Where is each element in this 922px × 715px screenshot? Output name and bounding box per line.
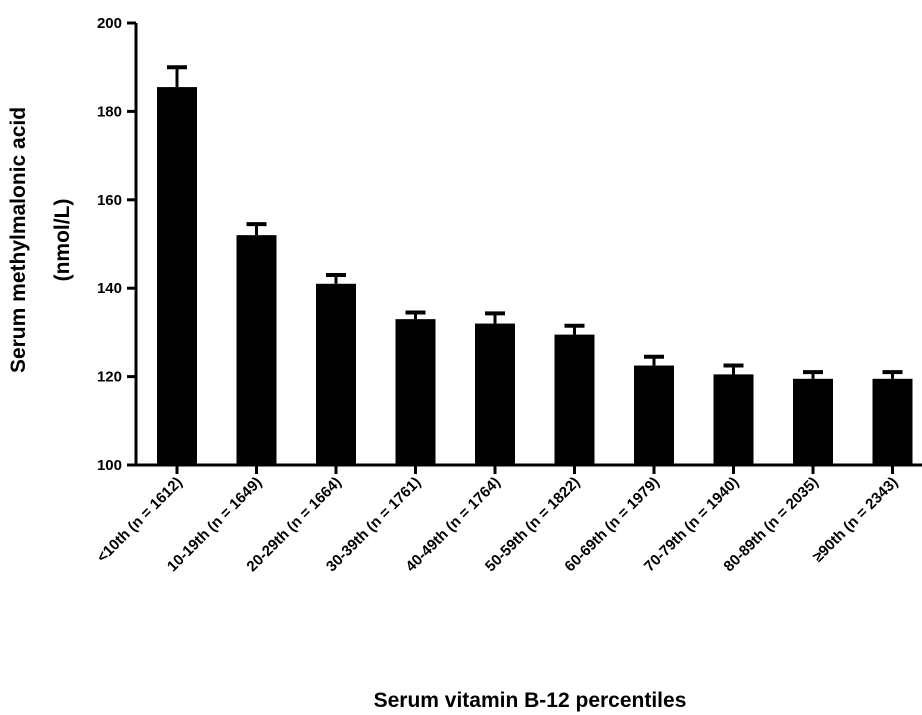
- y-axis-title-line-1: Serum methylmalonic acid: [7, 107, 30, 373]
- bar: [872, 378, 913, 465]
- y-tick-label: 180: [97, 103, 122, 120]
- y-axis-title-line-2: (nmol/L): [51, 199, 74, 282]
- x-ticks-group: <10th (n = 1612)10-19th (n = 1649)20-29t…: [94, 465, 902, 575]
- bar: [395, 319, 436, 465]
- bar: [475, 323, 515, 465]
- y-tick-label: 160: [97, 192, 122, 209]
- y-ticks-group: 100 120 140 160 180 200: [97, 15, 136, 474]
- error-bars-group: [167, 65, 903, 379]
- y-tick-label: 120: [97, 369, 122, 386]
- x-tick-label: ≥90th (n = 2343): [810, 474, 902, 566]
- bar: [793, 378, 833, 465]
- y-tick-label: 100: [97, 457, 122, 474]
- bars-group: [157, 87, 913, 465]
- bar: [236, 235, 277, 465]
- bar: [554, 334, 595, 465]
- y-tick-label: 140: [97, 280, 122, 297]
- bar: [634, 365, 674, 465]
- y-axis-title: Serum methylmalonic acid: [7, 107, 30, 373]
- bar: [316, 283, 356, 465]
- y-tick-label: 200: [97, 15, 122, 32]
- x-tick-label: <10th (n = 1612): [94, 474, 186, 566]
- bar: [157, 87, 197, 465]
- x-axis-title: Serum vitamin B-12 percentiles: [374, 689, 687, 712]
- bar: [713, 374, 754, 465]
